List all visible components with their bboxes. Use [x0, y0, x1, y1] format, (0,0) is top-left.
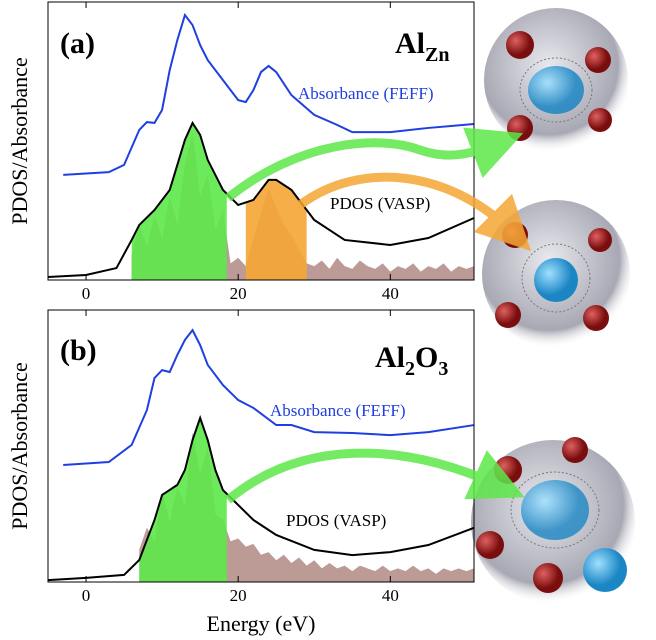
x-tick-label: 0 — [82, 284, 91, 303]
formula: Al2O3 — [375, 341, 448, 380]
formula-part: 2 — [405, 358, 415, 380]
formula-part: Zn — [425, 44, 449, 66]
y-axis-label: PDOS/Absorbance — [7, 57, 32, 224]
arrow — [228, 453, 500, 500]
series-line — [63, 330, 474, 465]
formula: AlZn — [395, 27, 449, 66]
panel-label: (b) — [60, 334, 97, 367]
axes-frame — [48, 310, 474, 582]
formula-part: Al — [375, 341, 405, 374]
highlight — [132, 123, 227, 280]
renders — [471, 8, 635, 604]
x-axis-label: Energy (eV) — [207, 611, 316, 636]
figure: Absorbance (FEFF)PDOS (VASP)02040PDOS/Ab… — [0, 0, 656, 640]
formula-part: 3 — [438, 358, 448, 380]
x-tick-label: 0 — [82, 586, 91, 605]
panel: Absorbance (FEFF) PDOS (VASP) 0 20 40 Energy … — [7, 310, 474, 636]
render-b — [471, 437, 635, 604]
formula-part: O — [415, 341, 438, 374]
render-a1 — [484, 8, 628, 152]
panel-label: (a) — [60, 27, 95, 60]
series-label: PDOS (VASP) — [330, 194, 430, 213]
highlight — [139, 418, 226, 582]
series-label: Absorbance (FEFF) — [298, 84, 434, 103]
x-tick-label: 20 — [230, 586, 247, 605]
x-tick-label: 20 — [230, 284, 247, 303]
formula-part: Al — [395, 27, 425, 60]
series-label: Absorbance (FEFF) — [270, 401, 406, 420]
panel: Absorbance (FEFF) PDOS (VASP) 0 20 40 PDOS/Ab… — [7, 2, 474, 303]
y-axis-label: PDOS/Absorbance — [7, 362, 32, 529]
x-tick-label: 40 — [382, 284, 399, 303]
series-label: PDOS (VASP) — [286, 511, 386, 530]
x-tick-label: 40 — [382, 586, 399, 605]
highlight — [246, 180, 307, 280]
